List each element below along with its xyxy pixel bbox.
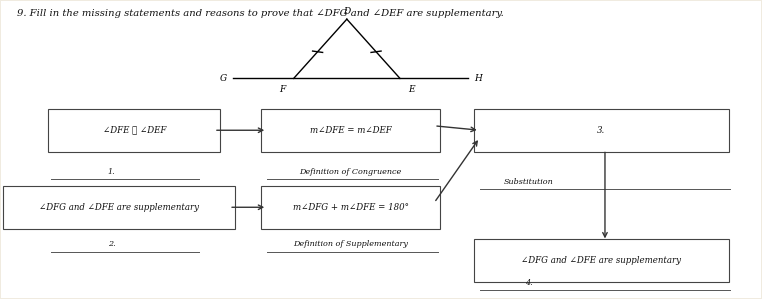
Text: ∠DFE ≅ ∠DEF: ∠DFE ≅ ∠DEF <box>103 126 166 135</box>
Text: 1.: 1. <box>107 167 115 176</box>
Text: E: E <box>408 85 415 94</box>
Text: G: G <box>219 74 227 83</box>
Text: D: D <box>343 7 351 16</box>
Text: m∠DFG + m∠DFE = 180°: m∠DFG + m∠DFE = 180° <box>293 203 408 212</box>
FancyBboxPatch shape <box>261 109 440 152</box>
Text: m∠DFE = m∠DEF: m∠DFE = m∠DEF <box>310 126 392 135</box>
FancyBboxPatch shape <box>474 239 728 282</box>
Text: Definition of Supplementary: Definition of Supplementary <box>293 240 408 248</box>
Text: 4.: 4. <box>525 279 533 287</box>
Text: Substitution: Substitution <box>504 178 554 186</box>
Text: Definition of Congruence: Definition of Congruence <box>299 167 402 176</box>
FancyBboxPatch shape <box>474 109 728 152</box>
Text: 3.: 3. <box>597 126 605 135</box>
Text: 2.: 2. <box>107 240 115 248</box>
Text: 9. Fill in the missing statements and reasons to prove that ∠DFG and ∠DEF are su: 9. Fill in the missing statements and re… <box>17 9 504 18</box>
FancyBboxPatch shape <box>49 109 220 152</box>
FancyBboxPatch shape <box>3 186 235 229</box>
Text: F: F <box>279 85 286 94</box>
Text: H: H <box>475 74 482 83</box>
Text: ∠DFG and ∠DFE are supplementary: ∠DFG and ∠DFE are supplementary <box>39 203 199 212</box>
Text: ∠DFG and ∠DFE are supplementary: ∠DFG and ∠DFE are supplementary <box>521 256 681 265</box>
FancyBboxPatch shape <box>261 186 440 229</box>
